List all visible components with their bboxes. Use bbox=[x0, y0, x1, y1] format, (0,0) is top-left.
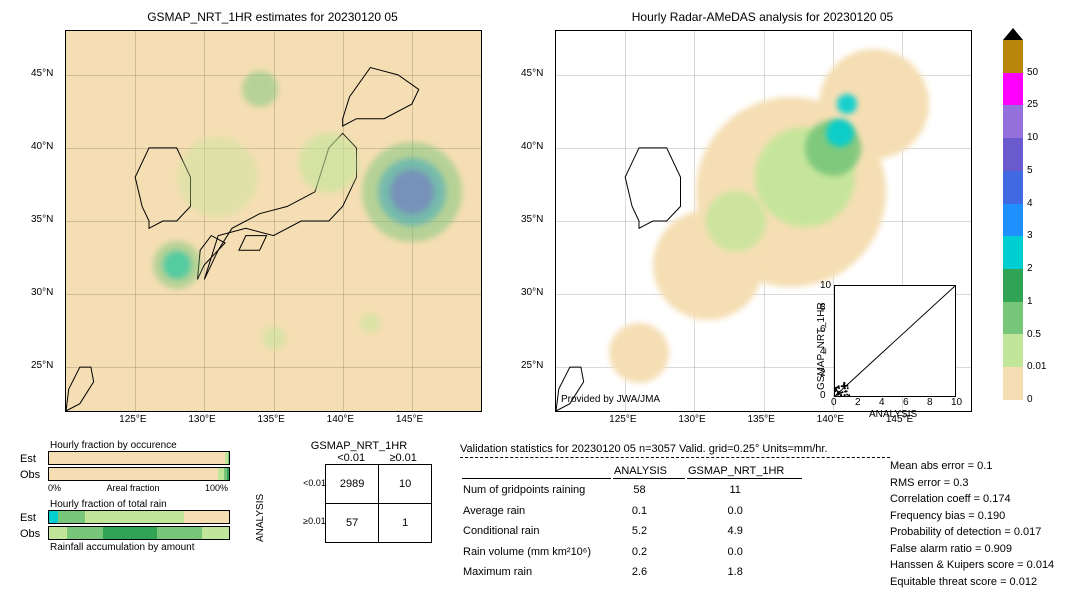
colorbar-tick: 25 bbox=[1027, 99, 1038, 110]
totalrain-bar-est bbox=[48, 510, 230, 524]
colorbar-tick: 0 bbox=[1027, 394, 1033, 405]
bar2-title: Hourly fraction of total rain bbox=[50, 499, 240, 510]
totalrain-bar-obs bbox=[48, 526, 230, 540]
colorbar-tick: 0.01 bbox=[1027, 361, 1046, 372]
y-tick-label: 45°N bbox=[521, 68, 543, 79]
right-stats-list: Mean abs error = 0.1RMS error = 0.3Corre… bbox=[890, 458, 1054, 590]
bar3-title: Rainfall accumulation by amount bbox=[50, 542, 240, 553]
y-tick-label: 25°N bbox=[521, 360, 543, 371]
x-tick-label: 140°E bbox=[817, 414, 844, 425]
colorbar-tick: 10 bbox=[1027, 132, 1038, 143]
x-tick-label: 130°E bbox=[678, 414, 705, 425]
x-tick-label: 135°E bbox=[258, 414, 285, 425]
provided-by-label: Provided by JWA/JMA bbox=[561, 394, 660, 405]
figure-root: GSMAP_NRT_1HR estimates for 20230120 05 … bbox=[0, 0, 1080, 612]
est-label: Est bbox=[20, 453, 44, 465]
x-tick-label: 135°E bbox=[748, 414, 775, 425]
colorbar-tick: 1 bbox=[1027, 296, 1033, 307]
y-tick-label: 35°N bbox=[31, 214, 53, 225]
stat-line: Probability of detection = 0.017 bbox=[890, 524, 1054, 541]
y-tick-label: 30°N bbox=[31, 287, 53, 298]
stat-line: Correlation coeff = 0.174 bbox=[890, 491, 1054, 508]
y-tick-label: 40°N bbox=[31, 141, 53, 152]
x-tick-label: 125°E bbox=[119, 414, 146, 425]
stat-line: Mean abs error = 0.1 bbox=[890, 458, 1054, 475]
left-map-title: GSMAP_NRT_1HR estimates for 20230120 05 bbox=[65, 10, 480, 24]
x-tick-label: 145°E bbox=[396, 414, 423, 425]
occurence-bar-est bbox=[48, 451, 230, 465]
y-tick-label: 35°N bbox=[521, 214, 543, 225]
right-map-title: Hourly Radar-AMeDAS analysis for 2023012… bbox=[555, 10, 970, 24]
stats-panel: Validation statistics for 20230120 05 n=… bbox=[460, 443, 890, 584]
occurence-bar-obs bbox=[48, 467, 230, 481]
colorbar-tick: 4 bbox=[1027, 198, 1033, 209]
fraction-panel: Hourly fraction by occurence Est Obs 0% … bbox=[20, 440, 240, 553]
scatter-inset bbox=[834, 285, 956, 397]
colorbar-tick: 5 bbox=[1027, 165, 1033, 176]
cont-col-header: GSMAP_NRT_1HR bbox=[289, 440, 429, 452]
stat-line: Equitable threat score = 0.012 bbox=[890, 574, 1054, 591]
x-tick-label: 130°E bbox=[188, 414, 215, 425]
contingency-table: 298910 571 bbox=[325, 464, 432, 543]
scatter-xlabel: ANALYSIS bbox=[869, 409, 917, 420]
stat-line: Hanssen & Kuipers score = 0.014 bbox=[890, 557, 1054, 574]
colorbar-tick: 0.5 bbox=[1027, 329, 1041, 340]
stat-line: Frequency bias = 0.190 bbox=[890, 508, 1054, 525]
stats-header: Validation statistics for 20230120 05 n=… bbox=[460, 443, 890, 458]
bar1-title: Hourly fraction by occurence bbox=[50, 440, 240, 451]
colorbar-tick: 3 bbox=[1027, 230, 1033, 241]
colorbar-tick: 50 bbox=[1027, 67, 1038, 78]
stat-line: RMS error = 0.3 bbox=[890, 475, 1054, 492]
x-tick-label: 125°E bbox=[609, 414, 636, 425]
stats-table: ANALYSISGSMAP_NRT_1HRNum of gridpoints r… bbox=[460, 462, 804, 584]
y-tick-label: 30°N bbox=[521, 287, 543, 298]
y-tick-label: 45°N bbox=[31, 68, 53, 79]
obs-label: Obs bbox=[20, 469, 44, 481]
y-tick-label: 25°N bbox=[31, 360, 53, 371]
x-tick-label: 140°E bbox=[327, 414, 354, 425]
contingency-panel: GSMAP_NRT_1HR ANALYSIS <0.01 ≥0.01 <0.01… bbox=[255, 440, 432, 543]
left-map-panel bbox=[65, 30, 482, 412]
scatter-ylabel: GSMAP_NRT_1HR bbox=[816, 302, 827, 390]
y-tick-label: 40°N bbox=[521, 141, 543, 152]
stat-line: False alarm ratio = 0.909 bbox=[890, 541, 1054, 558]
colorbar bbox=[1003, 40, 1023, 400]
areal-axis: 0% Areal fraction 100% bbox=[48, 483, 228, 493]
colorbar-tick: 2 bbox=[1027, 263, 1033, 274]
